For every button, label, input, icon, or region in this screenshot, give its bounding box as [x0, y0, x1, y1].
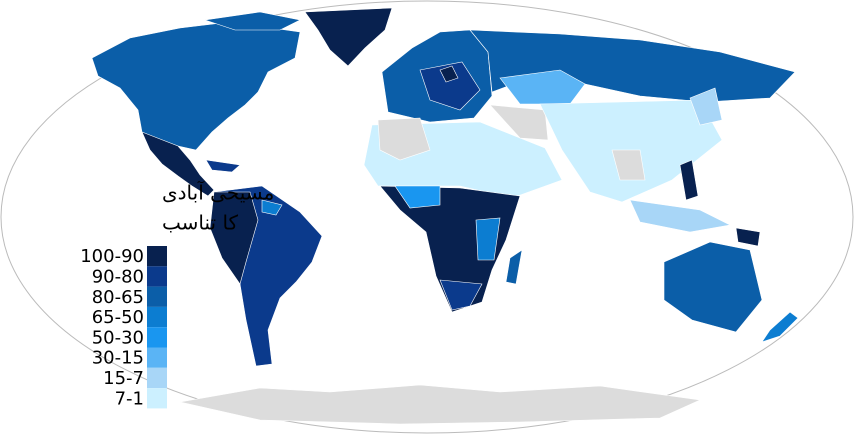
legend-label: 65-50 [92, 307, 144, 328]
legend-swatch [147, 306, 167, 328]
arctic-islands [204, 11, 301, 31]
no-data [377, 117, 431, 161]
legend-swatch [147, 246, 167, 267]
west-africa [394, 185, 441, 209]
legend-title: مسیحی آبادی [162, 180, 274, 205]
legend: مسیحی آبادی کا تناسب 100-9090-8080-6565-… [80, 180, 274, 410]
legend-swatch [147, 347, 167, 368]
legend-swatch [147, 388, 167, 409]
legend-swatch [147, 286, 167, 307]
papua-new-guinea [735, 227, 761, 247]
legend-swatch [147, 327, 167, 348]
no-data-asia [611, 149, 646, 181]
legend-label: 7-1 [115, 388, 144, 409]
new-zealand [761, 311, 799, 343]
kazakhstan [499, 69, 586, 105]
legend-label: 30-15 [92, 348, 144, 369]
madagascar [505, 249, 523, 285]
countries [91, 7, 799, 425]
legend-label: 50-30 [92, 327, 144, 348]
greenland [304, 7, 393, 67]
south-africa [439, 279, 483, 311]
sub-saharan-africa [379, 185, 521, 313]
legend-title: کا تناسب [162, 211, 239, 235]
korea-japan [689, 87, 723, 126]
caribbean [205, 159, 241, 173]
east-africa [475, 217, 501, 261]
central-europe [419, 61, 481, 111]
legend-swatch [147, 367, 167, 389]
no-data-middle-east [489, 104, 549, 141]
andes [209, 191, 259, 285]
legend-swatch [147, 266, 167, 287]
legend-label: 100-90 [80, 246, 144, 267]
philippines [679, 159, 699, 201]
indonesia [629, 199, 731, 233]
guianas [261, 199, 283, 216]
legend-label: 15-7 [103, 368, 144, 389]
mexico [141, 131, 215, 197]
legend-label: 90-80 [92, 266, 144, 287]
legend-label: 80-65 [92, 287, 144, 308]
australia [663, 241, 763, 333]
poland [439, 65, 459, 83]
antarctica [179, 384, 702, 425]
